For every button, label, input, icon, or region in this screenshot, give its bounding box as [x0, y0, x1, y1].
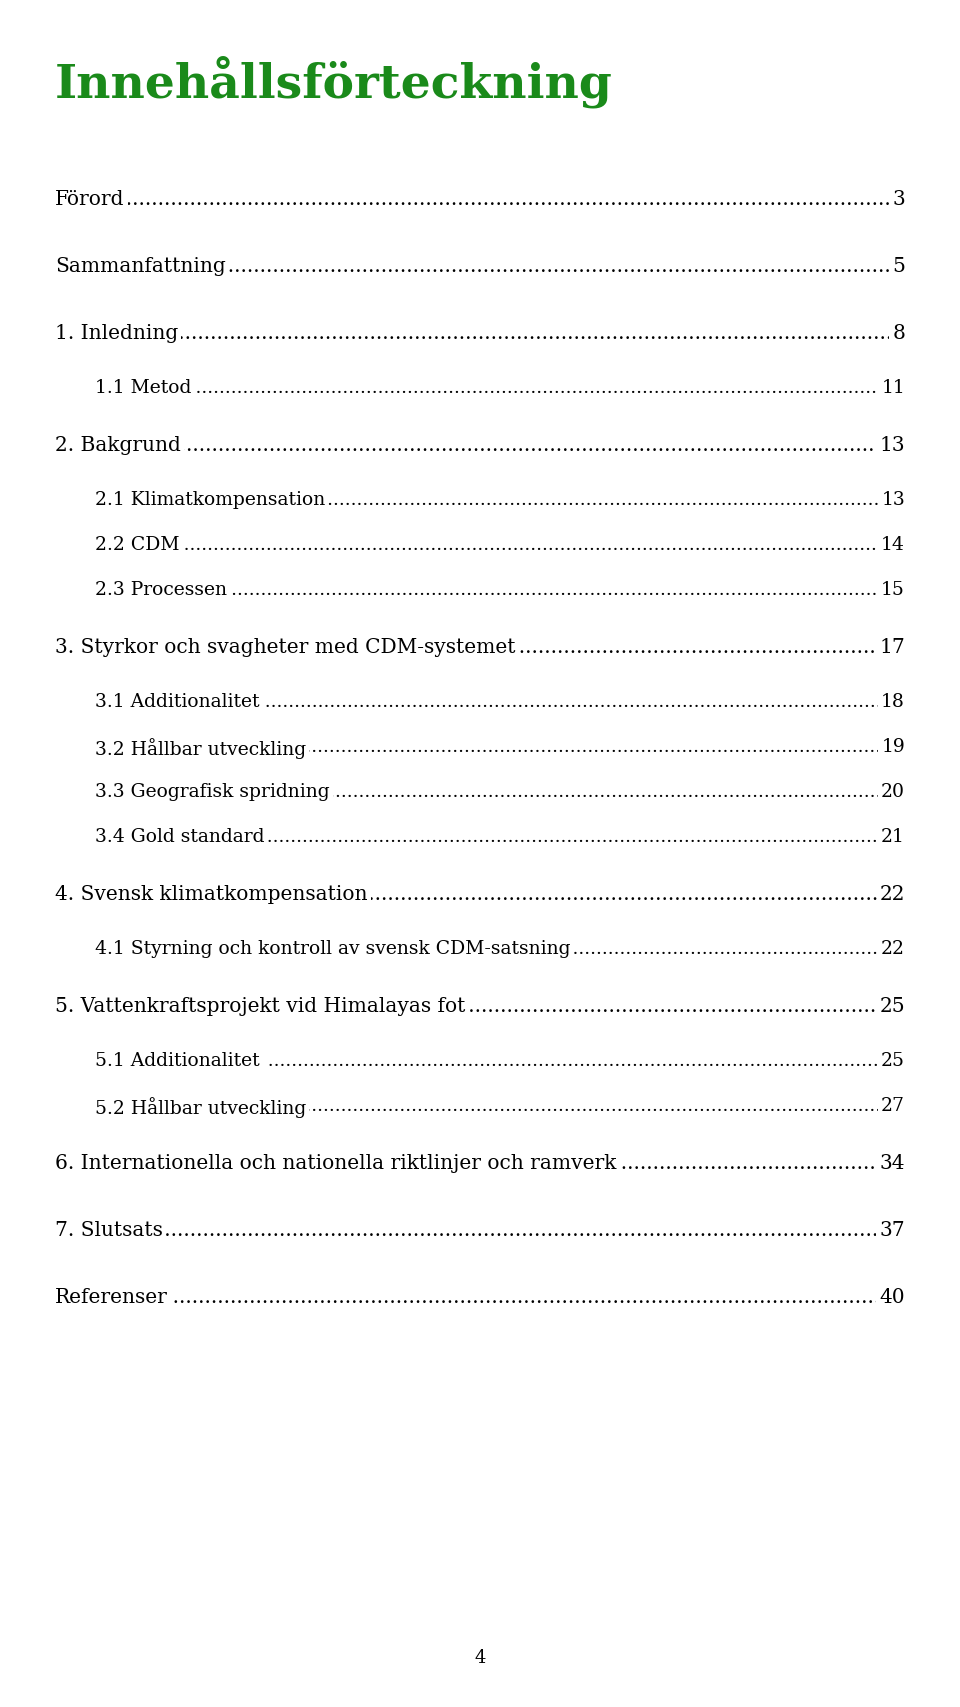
- Bar: [309, 1094, 878, 1115]
- Text: ................................................................................: ........................................…: [0, 884, 960, 905]
- Bar: [181, 323, 889, 343]
- Text: ................................................................................: ........................................…: [0, 379, 960, 398]
- Text: 7. Slutsats: 7. Slutsats: [55, 1221, 163, 1239]
- Text: ................................................................................: ........................................…: [0, 638, 960, 657]
- Text: Referenser: Referenser: [55, 1289, 168, 1308]
- Text: ................................................................................: ........................................…: [0, 1052, 960, 1070]
- Text: Sammanfattning: Sammanfattning: [55, 258, 226, 277]
- Text: ................................................................................: ........................................…: [0, 1221, 960, 1239]
- Text: 20: 20: [881, 784, 905, 801]
- Bar: [182, 534, 878, 555]
- Bar: [332, 782, 878, 801]
- Bar: [573, 939, 878, 958]
- Text: ................................................................................: ........................................…: [0, 492, 960, 509]
- Text: ................................................................................: ........................................…: [0, 189, 960, 208]
- Text: 5. Vattenkraftsprojekt vid Himalayas fot: 5. Vattenkraftsprojekt vid Himalayas fot: [55, 997, 466, 1016]
- Text: 4: 4: [474, 1649, 486, 1668]
- Text: ................................................................................: ........................................…: [0, 997, 960, 1016]
- Text: 27: 27: [881, 1098, 905, 1115]
- Text: 13: 13: [881, 492, 905, 509]
- Text: ................................................................................: ........................................…: [0, 1098, 960, 1115]
- Text: 3.3 Geografisk spridning: 3.3 Geografisk spridning: [95, 784, 329, 801]
- Bar: [619, 1152, 876, 1174]
- Text: 17: 17: [879, 638, 905, 657]
- Text: 4.1 Styrning och kontroll av svensk CDM-satsning: 4.1 Styrning och kontroll av svensk CDM-…: [95, 941, 570, 958]
- Bar: [309, 736, 878, 756]
- Bar: [166, 1219, 876, 1241]
- Text: 5: 5: [892, 258, 905, 277]
- Bar: [184, 434, 876, 456]
- Text: 2. Bakgrund: 2. Bakgrund: [55, 435, 180, 456]
- Text: ................................................................................: ........................................…: [0, 536, 960, 555]
- Text: 25: 25: [881, 1052, 905, 1070]
- Text: Förord: Förord: [55, 189, 125, 208]
- Text: 5.2 Hållbar utveckling: 5.2 Hållbar utveckling: [95, 1098, 306, 1118]
- Text: 19: 19: [881, 737, 905, 756]
- Text: 3.2 Hållbar utveckling: 3.2 Hållbar utveckling: [95, 737, 306, 760]
- Bar: [268, 826, 878, 847]
- Text: 2.3 Processen: 2.3 Processen: [95, 580, 227, 599]
- Bar: [194, 377, 878, 398]
- Text: ................................................................................: ........................................…: [0, 784, 960, 801]
- Text: 3.4 Gold standard: 3.4 Gold standard: [95, 828, 265, 847]
- Bar: [228, 254, 889, 277]
- Text: ................................................................................: ........................................…: [0, 828, 960, 847]
- Text: 15: 15: [881, 580, 905, 599]
- Text: 4. Svensk klimatkompensation: 4. Svensk klimatkompensation: [55, 884, 368, 905]
- Text: 6. Internationella och nationella riktlinjer och ramverk: 6. Internationella och nationella riktli…: [55, 1154, 616, 1173]
- Bar: [468, 995, 876, 1017]
- Text: ................................................................................: ........................................…: [0, 324, 960, 343]
- Text: 40: 40: [879, 1289, 905, 1308]
- Text: 14: 14: [881, 536, 905, 555]
- Text: ................................................................................: ........................................…: [0, 258, 960, 277]
- Text: 3. Styrkor och svagheter med CDM-systemet: 3. Styrkor och svagheter med CDM-systeme…: [55, 638, 516, 657]
- Text: 22: 22: [881, 941, 905, 958]
- Text: 13: 13: [879, 435, 905, 456]
- Text: 22: 22: [879, 884, 905, 905]
- Text: 18: 18: [881, 693, 905, 712]
- Bar: [518, 637, 876, 657]
- Text: 34: 34: [879, 1154, 905, 1173]
- Text: 3: 3: [892, 189, 905, 208]
- Text: ................................................................................: ........................................…: [0, 941, 960, 958]
- Text: 37: 37: [879, 1221, 905, 1239]
- Text: ................................................................................: ........................................…: [0, 693, 960, 712]
- Text: ................................................................................: ........................................…: [0, 737, 960, 756]
- Text: ................................................................................: ........................................…: [0, 1154, 960, 1173]
- Text: 2.1 Klimatkompensation: 2.1 Klimatkompensation: [95, 492, 325, 509]
- Bar: [328, 488, 878, 509]
- Text: ................................................................................: ........................................…: [0, 580, 960, 599]
- Bar: [269, 1050, 878, 1070]
- Bar: [171, 1285, 876, 1308]
- Text: 11: 11: [881, 379, 905, 398]
- Text: 1.1 Metod: 1.1 Metod: [95, 379, 191, 398]
- Text: ................................................................................: ........................................…: [0, 435, 960, 456]
- Text: 1. Inledning: 1. Inledning: [55, 324, 179, 343]
- Text: 5.1 Additionalitet: 5.1 Additionalitet: [95, 1052, 266, 1070]
- Text: 25: 25: [879, 997, 905, 1016]
- Text: 8: 8: [892, 324, 905, 343]
- Text: 2.2 CDM: 2.2 CDM: [95, 536, 180, 555]
- Bar: [128, 188, 889, 210]
- Bar: [230, 579, 878, 599]
- Bar: [262, 691, 878, 712]
- Bar: [371, 883, 876, 905]
- Text: 21: 21: [881, 828, 905, 847]
- Text: 3.1 Additionalitet: 3.1 Additionalitet: [95, 693, 259, 712]
- Text: Innehållsförteckning: Innehållsförteckning: [55, 55, 612, 108]
- Text: ................................................................................: ........................................…: [0, 1289, 960, 1308]
